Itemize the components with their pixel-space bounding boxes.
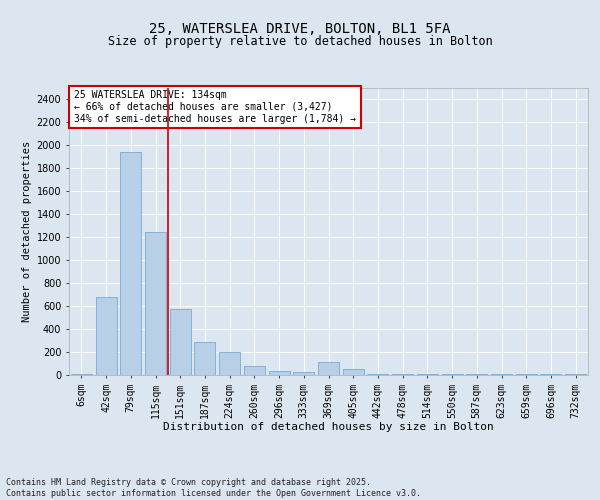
Bar [516, 374, 537, 375]
Bar [417, 374, 438, 375]
X-axis label: Distribution of detached houses by size in Bolton: Distribution of detached houses by size … [163, 422, 494, 432]
Bar [343, 369, 364, 375]
Bar [95, 297, 116, 375]
Bar [244, 366, 265, 375]
Bar [269, 371, 290, 375]
Bar [541, 374, 562, 375]
Text: 25, WATERSLEA DRIVE, BOLTON, BL1 5FA: 25, WATERSLEA DRIVE, BOLTON, BL1 5FA [149, 22, 451, 36]
Bar [194, 342, 215, 375]
Bar [71, 374, 92, 375]
Bar [318, 362, 339, 375]
Bar [170, 310, 191, 375]
Bar [145, 232, 166, 375]
Text: Size of property relative to detached houses in Bolton: Size of property relative to detached ho… [107, 34, 493, 48]
Bar [367, 374, 388, 375]
Bar [120, 152, 141, 375]
Bar [565, 374, 586, 375]
Text: 25 WATERSLEA DRIVE: 134sqm
← 66% of detached houses are smaller (3,427)
34% of s: 25 WATERSLEA DRIVE: 134sqm ← 66% of deta… [74, 90, 356, 124]
Text: Contains HM Land Registry data © Crown copyright and database right 2025.
Contai: Contains HM Land Registry data © Crown c… [6, 478, 421, 498]
Bar [491, 374, 512, 375]
Bar [219, 352, 240, 375]
Bar [466, 374, 487, 375]
Bar [442, 374, 463, 375]
Y-axis label: Number of detached properties: Number of detached properties [22, 140, 32, 322]
Bar [293, 372, 314, 375]
Bar [392, 374, 413, 375]
